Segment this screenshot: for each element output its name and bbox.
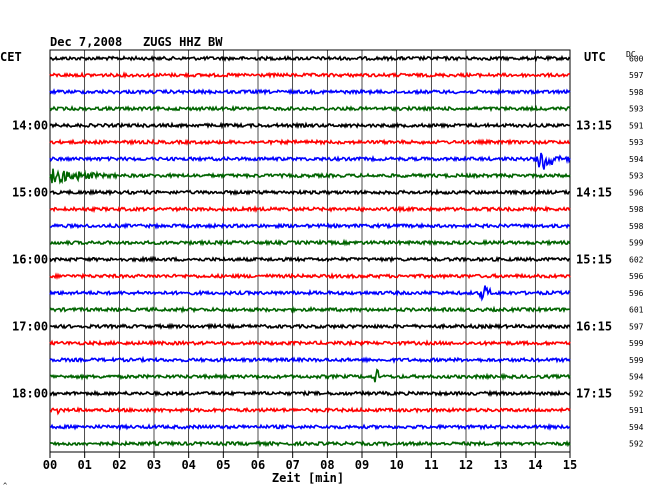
x-tick-label: 15: [563, 458, 577, 472]
seismic-trace: [49, 54, 571, 63]
left-time-label: 18:00: [12, 386, 48, 400]
chart-station: ZUGS HHZ BW: [143, 35, 223, 49]
x-axis: 00 01 02 03 04 05 06 07 08 09 10 11 12 13 14 15: [43, 452, 577, 472]
x-tick-label: 00: [43, 458, 57, 472]
chart-header: Dec 7,2008 ZUGS HHZ BW CET UTC DC: [0, 35, 636, 64]
x-tick-label: 14: [528, 458, 542, 472]
seismic-trace: [49, 121, 571, 130]
seismic-trace: [49, 285, 571, 302]
seismic-trace: [49, 168, 571, 185]
dc-offset-label: 594: [629, 423, 644, 432]
dc-offset-label: 592: [629, 440, 644, 449]
right-timezone-label: UTC: [584, 50, 606, 64]
dc-offset-label: 597: [629, 71, 644, 80]
dc-offset-label: 596: [629, 289, 644, 298]
right-time-label: 14:15: [576, 185, 612, 199]
left-time-label: 16:00: [12, 252, 48, 266]
seismic-trace: [49, 71, 571, 80]
corner-mark: ^: [3, 482, 7, 490]
dc-offset-label: 598: [629, 88, 644, 97]
seismic-trace: [49, 389, 571, 398]
seismic-trace: [49, 439, 571, 448]
right-time-label: 17:15: [576, 386, 612, 400]
x-tick-label: 07: [285, 458, 299, 472]
dc-offset-label: 591: [629, 406, 644, 415]
left-time-label: 15:00: [12, 185, 48, 199]
x-tick-label: 03: [147, 458, 161, 472]
dc-offset-label: 594: [629, 373, 644, 382]
x-tick-label: 05: [216, 458, 230, 472]
dc-offset-label: 592: [629, 389, 644, 398]
x-tick-label: 09: [355, 458, 369, 472]
x-tick-label: 01: [77, 458, 91, 472]
x-tick-label: 13: [493, 458, 507, 472]
dc-offset-label: 598: [629, 205, 644, 214]
dc-offset-label: 594: [629, 155, 644, 164]
dc-offset-label: 596: [629, 272, 644, 281]
right-time-label: 15:15: [576, 252, 612, 266]
seismic-trace: [49, 188, 571, 197]
time-label-group: 14:00 15:00 16:00 17:00 18:00 13:15 14:15 15:15…: [12, 54, 644, 448]
dc-header-label: DC: [626, 50, 636, 59]
seismic-trace: [49, 152, 571, 170]
dc-offset-label: 593: [629, 172, 644, 181]
plot-frame: [49, 49, 571, 453]
seismic-trace: [49, 104, 571, 113]
x-tick-label: 04: [181, 458, 195, 472]
right-time-label: 16:15: [576, 319, 612, 333]
seismic-trace: [49, 87, 571, 96]
chart-date: Dec 7,2008: [50, 35, 122, 49]
seismic-trace: [49, 406, 571, 416]
dc-offset-label: 602: [629, 255, 644, 264]
seismic-trace: [49, 339, 571, 347]
seismic-trace: [49, 368, 571, 383]
seismic-trace: [49, 238, 571, 247]
x-axis-label: Zeit [min]: [272, 471, 344, 485]
dc-offset-label: 601: [629, 306, 644, 315]
dc-offset-label: 598: [629, 222, 644, 231]
seismic-trace: [49, 138, 571, 147]
x-tick-label: 10: [389, 458, 403, 472]
x-tick-label: 08: [320, 458, 334, 472]
left-time-label: 17:00: [12, 319, 48, 333]
x-tick-label: 12: [459, 458, 473, 472]
dc-offset-label: 593: [629, 105, 644, 114]
x-tick-label: 06: [251, 458, 265, 472]
dc-offset-label: 599: [629, 339, 644, 348]
left-timezone-label: CET: [0, 50, 22, 64]
right-time-label: 13:15: [576, 118, 612, 132]
left-time-label: 14:00: [12, 118, 48, 132]
dc-offset-label: 597: [629, 322, 644, 331]
seismic-trace: [49, 422, 571, 432]
seismic-trace: [49, 255, 571, 264]
dc-offset-label: 591: [629, 121, 644, 130]
seismic-trace: [49, 305, 571, 314]
x-tick-label: 11: [424, 458, 438, 472]
trace-group: [49, 54, 571, 448]
dc-offset-label: 599: [629, 239, 644, 248]
seismic-trace: [49, 205, 571, 214]
dc-offset-label: 600: [629, 54, 644, 63]
x-tick-label: 02: [112, 458, 126, 472]
seismic-trace: [49, 322, 571, 331]
chart-grid: [49, 49, 571, 453]
dc-offset-label: 593: [629, 138, 644, 147]
seismic-trace: [50, 222, 571, 230]
seismic-trace: [49, 355, 571, 364]
dc-offset-label: 596: [629, 188, 644, 197]
seismic-trace: [49, 272, 571, 281]
dc-offset-label: 599: [629, 356, 644, 365]
